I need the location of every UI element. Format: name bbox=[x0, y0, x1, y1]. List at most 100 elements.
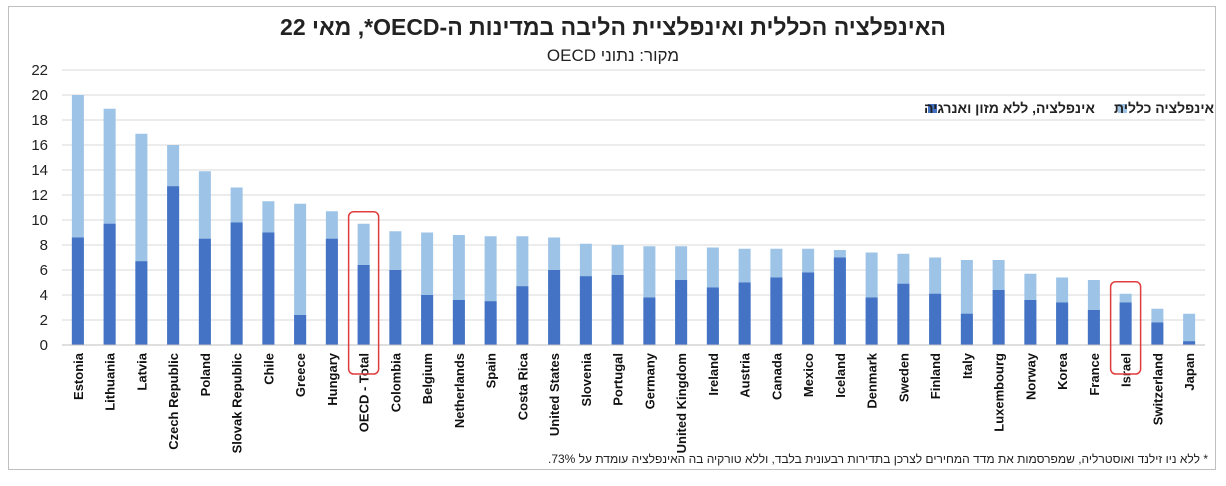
highlight-box bbox=[347, 211, 380, 375]
bar-total bbox=[1183, 313, 1196, 345]
bar-core bbox=[389, 270, 402, 345]
y-tick-label: 16 bbox=[31, 137, 48, 154]
x-tick-label: Austria bbox=[738, 352, 753, 398]
x-tick-label: Canada bbox=[769, 352, 784, 400]
footnote: * ללא ניו זילנד ואוסטרליה, שמפרסמות את מ… bbox=[547, 452, 1208, 466]
y-tick-label: 4 bbox=[40, 287, 48, 304]
highlight-box bbox=[1109, 281, 1142, 375]
x-tick-label: Czech Republic bbox=[166, 353, 181, 450]
highlight-boxes bbox=[347, 211, 1142, 375]
chart-frame bbox=[8, 6, 1216, 470]
x-tick-label: Estonia bbox=[71, 352, 86, 400]
bar-core bbox=[1087, 310, 1100, 345]
x-tick-label: Belgium bbox=[420, 353, 435, 404]
y-axis: 0 2 4 6 8 10 12 14 16 18 20 22 bbox=[31, 62, 48, 354]
x-tick-label: Sweden bbox=[896, 353, 911, 402]
x-tick-label: Latvia bbox=[134, 352, 149, 390]
bar-core bbox=[897, 283, 910, 345]
bar-core bbox=[103, 223, 116, 345]
bar-core bbox=[452, 300, 465, 345]
bar-core bbox=[611, 275, 624, 345]
x-tick-label: Lithuania bbox=[103, 352, 118, 411]
y-tick-label: 2 bbox=[40, 312, 48, 329]
x-tick-label: Spain bbox=[484, 353, 499, 388]
x-tick-label: Costa Rica bbox=[515, 352, 530, 420]
x-tick-label: Hungary bbox=[325, 352, 340, 406]
bar-core bbox=[1056, 302, 1069, 345]
x-tick-label: Greece bbox=[293, 353, 308, 397]
x-tick-label: OECD - Total bbox=[357, 353, 372, 432]
bar-core bbox=[357, 265, 370, 345]
x-tick-label: Israel bbox=[1119, 353, 1134, 387]
bar-core bbox=[1119, 302, 1132, 345]
bar-core bbox=[1151, 322, 1164, 345]
bar-core bbox=[643, 297, 656, 345]
y-tick-label: 12 bbox=[31, 187, 48, 204]
bar-core bbox=[230, 222, 243, 345]
bar-core bbox=[548, 270, 561, 345]
x-tick-label: Germany bbox=[642, 352, 657, 409]
bar-core bbox=[675, 280, 688, 345]
bar-core bbox=[960, 313, 973, 345]
x-tick-label: France bbox=[1087, 353, 1102, 396]
bar-core bbox=[992, 290, 1005, 345]
y-tick-label: 14 bbox=[31, 162, 48, 179]
x-tick-label: Chile bbox=[261, 353, 276, 385]
x-tick-label: Denmark bbox=[865, 352, 880, 408]
legend: אינפלציה כללית אינפלציה, ללא מזון ואנרגיה bbox=[924, 100, 1215, 116]
y-tick-label: 0 bbox=[40, 337, 48, 354]
legend-item-core-swatch bbox=[928, 104, 937, 113]
bar-core bbox=[294, 315, 307, 345]
x-tick-label: Iceland bbox=[833, 353, 848, 398]
chart-title: האינפלציה הכללית ואינפלציית הליבה במדינו… bbox=[280, 14, 946, 40]
x-tick-label: Korea bbox=[1055, 352, 1070, 390]
bar-core bbox=[135, 261, 148, 345]
bar-core bbox=[802, 272, 815, 345]
y-tick-label: 22 bbox=[31, 62, 48, 79]
bar-core bbox=[929, 293, 942, 345]
legend-item-total-label: אינפלציה כללית bbox=[1114, 100, 1215, 116]
chart-subtitle: מקור: נתוני OECD bbox=[546, 46, 680, 65]
x-tick-label: United States bbox=[547, 353, 562, 436]
x-tick-label: Japan bbox=[1182, 353, 1197, 391]
bar-core bbox=[770, 277, 783, 345]
bar-core bbox=[484, 301, 497, 345]
bar-core bbox=[167, 186, 180, 345]
bar-total bbox=[294, 203, 307, 345]
x-tick-label: Netherlands bbox=[452, 353, 467, 428]
bar-core bbox=[579, 276, 592, 345]
bar-core bbox=[1024, 300, 1037, 345]
x-axis: Estonia Lithuania Latvia Czech Republic Pola… bbox=[62, 344, 1205, 453]
x-tick-label: Poland bbox=[198, 353, 213, 396]
y-tick-label: 6 bbox=[40, 262, 48, 279]
y-tick-label: 8 bbox=[40, 237, 48, 254]
x-tick-label: United Kingdom bbox=[674, 353, 689, 453]
x-tick-label: Italy bbox=[960, 352, 975, 379]
x-tick-label: Portugal bbox=[611, 353, 626, 406]
legend-item-total-swatch bbox=[1118, 104, 1127, 113]
bar-core bbox=[325, 238, 338, 345]
x-tick-label: Slovak Republic bbox=[230, 353, 245, 453]
y-tick-label: 18 bbox=[31, 112, 48, 129]
x-tick-label: Slovenia bbox=[579, 352, 594, 406]
legend-item-core-label: אינפלציה, ללא מזון ואנרגיה bbox=[924, 100, 1095, 116]
x-tick-label: Colombia bbox=[388, 352, 403, 412]
bars bbox=[71, 95, 1196, 345]
bar-core bbox=[71, 237, 84, 345]
bar-core bbox=[516, 286, 529, 345]
x-tick-label: Finland bbox=[928, 353, 943, 399]
bar-core bbox=[198, 238, 211, 345]
x-tick-label: Ireland bbox=[706, 353, 721, 396]
bar-core bbox=[865, 297, 878, 345]
bar-core bbox=[738, 282, 751, 345]
bar-core bbox=[1183, 341, 1196, 345]
bar-core bbox=[833, 257, 846, 345]
x-tick-label: Switzerland bbox=[1150, 353, 1165, 425]
y-tick-label: 10 bbox=[31, 212, 48, 229]
x-tick-label: Luxembourg bbox=[992, 353, 1007, 432]
bar-core bbox=[421, 295, 434, 345]
x-tick-label: Norway bbox=[1023, 352, 1038, 400]
bar-core bbox=[706, 287, 719, 345]
x-tick-label: Mexico bbox=[801, 353, 816, 397]
